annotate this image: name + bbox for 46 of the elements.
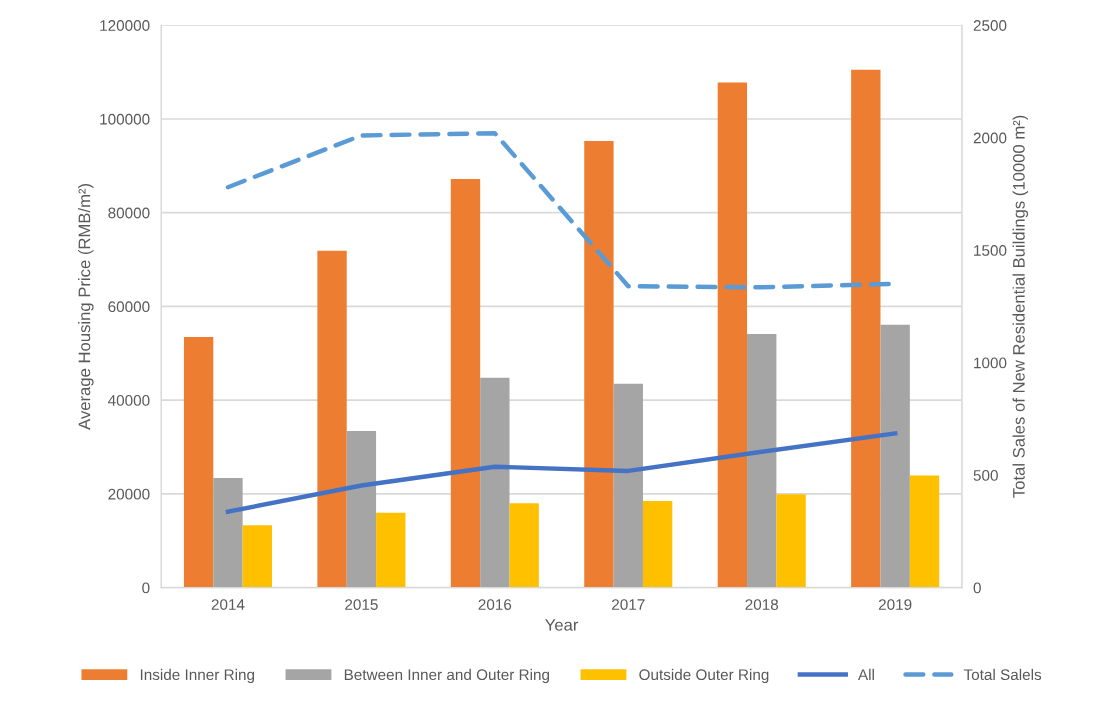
bar [480, 377, 510, 588]
y-tick-label: 20000 [108, 488, 150, 500]
y2-tick-label: 2000 [973, 132, 1007, 144]
bar [880, 324, 910, 588]
y-tick-label: 60000 [108, 301, 150, 313]
legend-label: Between Inner and Outer Ring [344, 668, 549, 684]
x-tick-label: 2016 [478, 599, 512, 610]
bar [346, 431, 377, 588]
bar [747, 334, 777, 588]
line-series [225, 431, 898, 514]
bar [909, 475, 940, 588]
bar [242, 525, 272, 588]
y2-tick-label: 2500 [973, 20, 1007, 31]
y2-tick-label: 500 [973, 470, 998, 481]
bar [509, 503, 539, 588]
bar [450, 178, 481, 588]
bar [376, 512, 406, 588]
y-tick-label: 120000 [100, 20, 150, 31]
bar [717, 82, 748, 588]
bar [851, 69, 881, 588]
y-tick-label: 100000 [100, 113, 150, 125]
x-tick-label: 2015 [345, 599, 378, 610]
legend-label: Outside Outer Ring [639, 668, 769, 684]
legend-label: Total Salels [963, 668, 1042, 681]
bar [584, 140, 614, 588]
x-tick-label: 2019 [878, 599, 912, 610]
x-tick-label: 2014 [211, 599, 245, 610]
y-axis-title: Average Housing Price (RMB/m²) [78, 183, 94, 430]
bar [776, 494, 806, 588]
y-tick-label: 0 [142, 582, 150, 594]
bar [642, 500, 673, 588]
bar [213, 477, 243, 588]
legend-label: Inside Inner Ring [140, 668, 255, 684]
legend-label: All [857, 668, 874, 680]
y-tick-label: 40000 [108, 395, 150, 406]
bar [317, 250, 347, 588]
y2-tick-label: 0 [973, 582, 981, 594]
y-tick-label: 80000 [108, 207, 150, 219]
y2-axis-title: Total Sales of New Residential Buildings (10000 m²) [1012, 115, 1029, 498]
x-tick-label: 2018 [745, 599, 779, 610]
x-tick-label: 2017 [612, 599, 645, 610]
bar [183, 336, 214, 588]
bar [613, 383, 643, 588]
y2-tick-label: 1500 [974, 245, 1007, 256]
y2-tick-label: 1000 [974, 357, 1007, 369]
x-axis-title: Year [545, 619, 579, 631]
